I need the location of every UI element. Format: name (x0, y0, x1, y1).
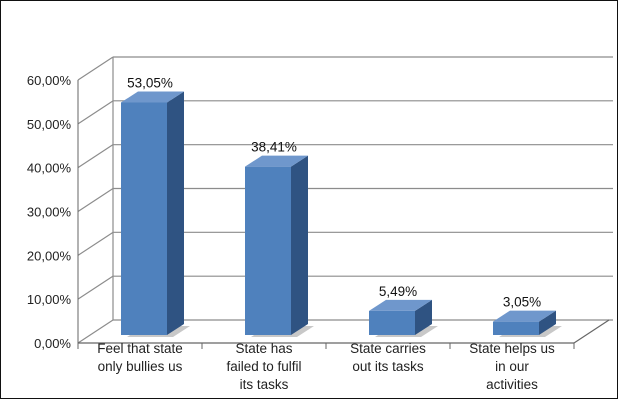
gridline-side (77, 144, 114, 169)
bar (245, 155, 314, 337)
x-tick-label-line: its tasks (240, 377, 289, 392)
bar-top-face (493, 310, 556, 322)
data-label: 38,41% (251, 140, 297, 155)
x-tick-label-line: out its tasks (352, 359, 424, 374)
gridline-side (77, 187, 114, 213)
x-tick-label-line: in our (495, 359, 529, 374)
x-tick-label: Feel that state only bullies us (97, 341, 183, 374)
bar (493, 310, 562, 337)
x-tick-label: State helps us in our activities (469, 341, 555, 392)
y-tick-label: 10,00% (27, 292, 72, 307)
x-tick-label: State carries out its tasks (350, 341, 426, 374)
gridline-side (77, 100, 114, 125)
bar-top-face (245, 155, 308, 167)
bar-front-face (121, 102, 167, 335)
x-tick-label-line: only bullies us (98, 359, 183, 374)
x-tick-label-line: failed to fulfil (226, 359, 301, 374)
bar-top-face (121, 91, 184, 103)
gridline-side (77, 56, 114, 81)
x-tick-label-line: activities (486, 377, 538, 392)
y-tick-label: 0,00% (34, 336, 71, 351)
gridline-side (77, 231, 114, 256)
data-label: 3,05% (503, 295, 541, 310)
x-tick-label-line: State has (235, 341, 292, 356)
bar-side-face (415, 299, 432, 335)
y-tick-label: 40,00% (27, 161, 72, 176)
data-label: 53,05% (127, 75, 173, 90)
bar-front-face (245, 166, 291, 335)
bar (369, 299, 438, 337)
y-tick-label: 60,00% (27, 73, 72, 88)
gridline-side (77, 319, 114, 344)
bar-side-face (291, 155, 308, 335)
bar-side-face (167, 91, 184, 335)
gridline-side (77, 275, 114, 300)
bar-front-face (369, 310, 415, 335)
y-tick-label: 20,00% (27, 248, 72, 263)
floor-right-edge (573, 319, 610, 344)
bar-front-face (493, 321, 539, 335)
y-tick-label: 50,00% (27, 117, 72, 132)
y-tick-label: 30,00% (27, 205, 72, 220)
data-label: 5,49% (379, 284, 417, 299)
x-tick-label-line: State carries (350, 341, 426, 356)
x-tick-label-line: State helps us (469, 341, 555, 356)
x-tick-label-line: Feel that state (97, 341, 183, 356)
bar-side-face (539, 310, 556, 335)
bar (121, 91, 190, 337)
x-tick-label: State has failed to fulfil its tasks (226, 341, 301, 392)
bar-top-face (369, 299, 432, 311)
